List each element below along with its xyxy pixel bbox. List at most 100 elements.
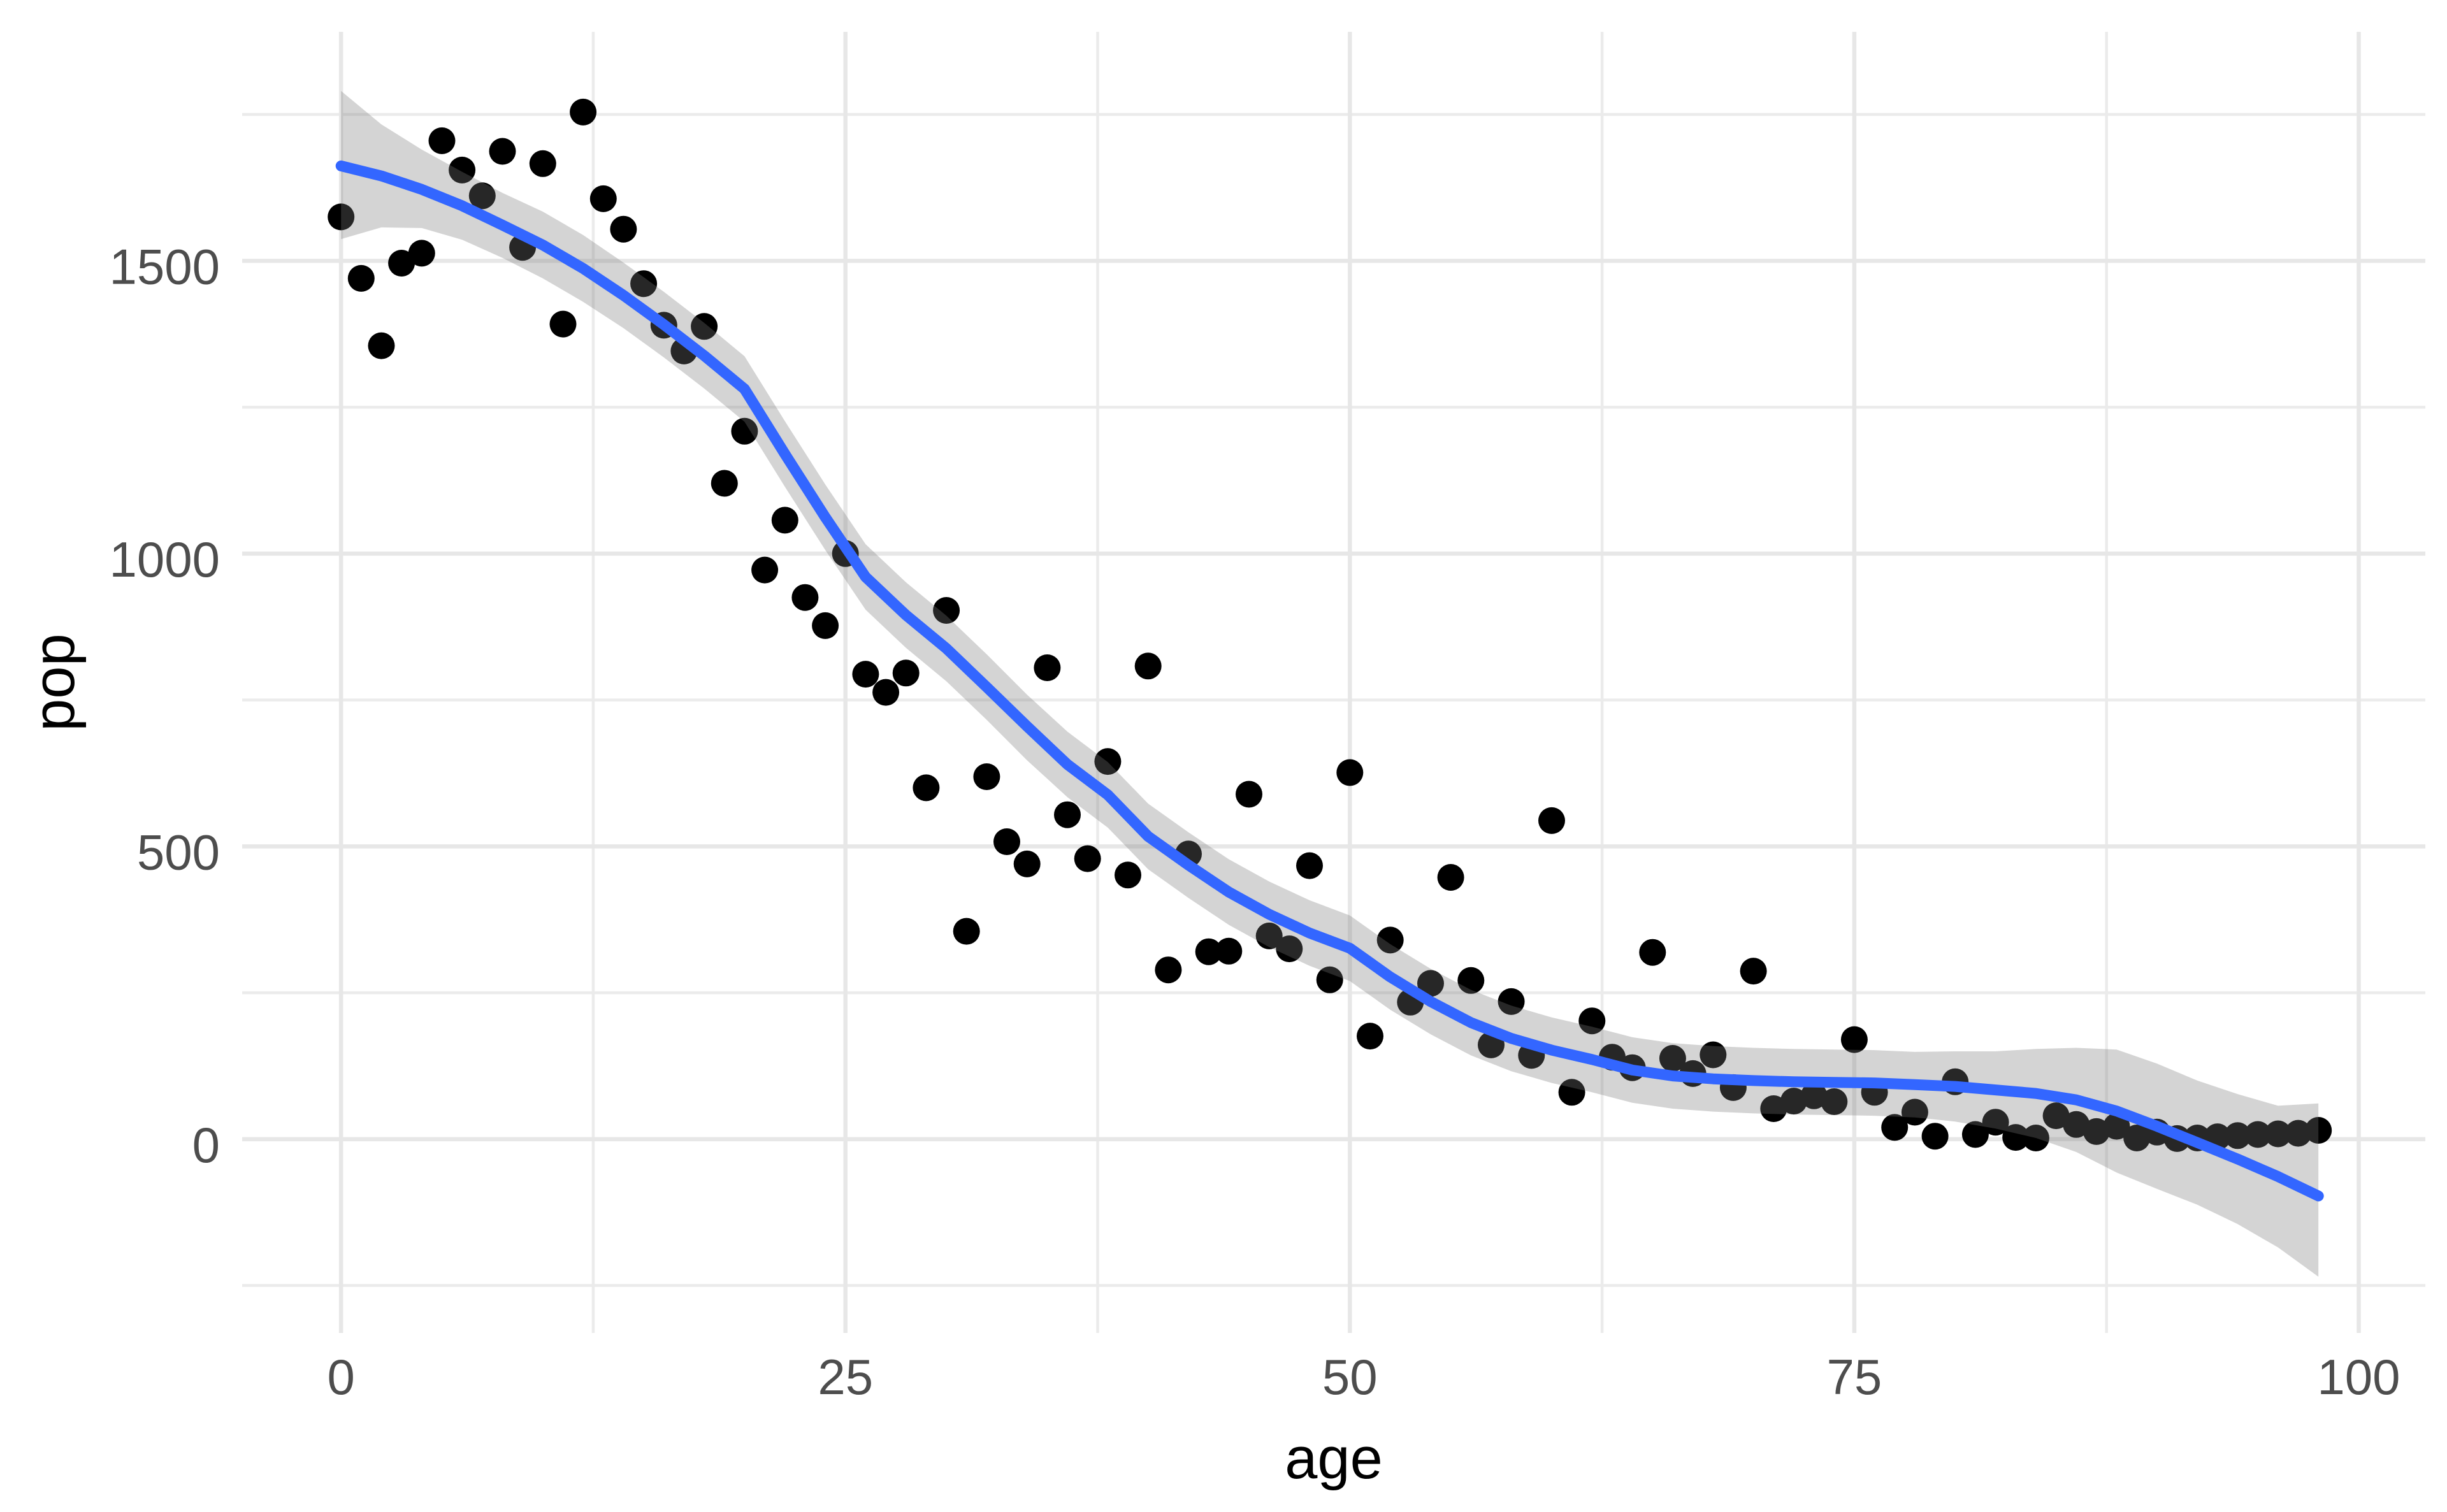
data-point: [933, 597, 960, 624]
data-point: [1236, 781, 1262, 808]
data-point: [2285, 1120, 2312, 1147]
confidence-ribbon-area: [341, 90, 2319, 1277]
x-axis-title: age: [1285, 1426, 1383, 1491]
data-point: [1316, 966, 1343, 993]
data-point: [1558, 1079, 1585, 1106]
data-point: [610, 215, 637, 243]
x-tick-label: 50: [1322, 1349, 1378, 1405]
data-point: [1538, 807, 1565, 834]
confidence-ribbon: [341, 90, 2319, 1277]
data-point: [1982, 1109, 2009, 1136]
data-point: [1921, 1123, 1949, 1150]
data-point: [630, 270, 658, 298]
data-point: [1094, 748, 1122, 775]
data-point: [1357, 1023, 1383, 1050]
data-point: [549, 310, 577, 338]
data-point: [1215, 937, 1243, 965]
data-point: [1639, 939, 1666, 966]
data-point: [872, 679, 900, 706]
data-point: [711, 470, 738, 497]
data-point: [892, 659, 920, 687]
data-point: [953, 918, 980, 945]
data-point: [1054, 801, 1081, 828]
data-point: [1336, 759, 1364, 786]
data-point: [2042, 1102, 2070, 1130]
x-tick-label: 0: [328, 1349, 355, 1405]
y-tick-label: 0: [192, 1117, 220, 1173]
data-point: [1780, 1088, 1807, 1115]
data-point: [812, 612, 839, 639]
data-point: [570, 98, 597, 126]
data-point: [1013, 850, 1041, 877]
data-point: [449, 156, 476, 184]
x-tick-label: 25: [818, 1349, 873, 1405]
data-point: [1134, 652, 1162, 680]
data-point: [1034, 654, 1061, 681]
data-point: [771, 507, 798, 534]
data-point: [973, 763, 1000, 790]
data-point: [2063, 1111, 2090, 1138]
data-point: [1800, 1082, 1828, 1109]
x-tick-label: 100: [2317, 1349, 2400, 1405]
data-point: [751, 556, 779, 584]
data-point: [731, 417, 758, 445]
data-point: [1074, 845, 1101, 872]
y-axis-tick-labels: 0 500 1000 1500: [109, 238, 220, 1173]
y-tick-label: 1000: [109, 531, 220, 587]
data-point: [1296, 852, 1323, 879]
data-point: [2123, 1125, 2151, 1151]
data-point: [2103, 1112, 2130, 1140]
data-point: [1578, 1007, 1606, 1035]
data-point: [1115, 861, 1141, 889]
data-point: [1457, 967, 1485, 994]
data-point: [1700, 1041, 1727, 1069]
data-point: [1255, 922, 1283, 949]
gridlines-minor: [242, 32, 2425, 1333]
data-point: [1760, 1095, 1787, 1122]
y-axis-title: pop: [22, 633, 87, 731]
data-point: [1437, 864, 1464, 891]
data-point: [2002, 1124, 2030, 1151]
data-point: [589, 185, 617, 212]
data-point: [2022, 1125, 2049, 1151]
smooth-line: [335, 160, 2324, 1202]
data-point: [1659, 1045, 1686, 1072]
data-point: [1155, 956, 1182, 984]
data-point: [1961, 1121, 1989, 1148]
loess-smooth-line: [335, 160, 2324, 1202]
x-tick-label: 75: [1827, 1349, 1882, 1405]
data-point: [529, 150, 556, 177]
data-point: [791, 584, 819, 611]
data-point: [428, 127, 456, 154]
data-point: [913, 774, 940, 802]
data-point: [1376, 926, 1404, 954]
data-point: [1901, 1098, 1928, 1126]
data-point: [691, 313, 718, 340]
data-point: [489, 138, 516, 165]
data-point: [1417, 970, 1444, 997]
data-point: [347, 264, 375, 292]
data-point: [1498, 988, 1525, 1015]
data-point: [468, 182, 496, 210]
data-point: [2082, 1118, 2110, 1145]
data-point: [1821, 1088, 1848, 1115]
data-point: [2305, 1117, 2332, 1144]
data-point: [408, 240, 435, 267]
data-point: [993, 828, 1020, 855]
data-point: [1881, 1114, 1909, 1141]
data-point: [1276, 935, 1303, 963]
y-tick-label: 1500: [109, 238, 220, 294]
data-point: [2224, 1122, 2251, 1149]
data-point: [1740, 958, 1767, 985]
data-point: [1195, 938, 1222, 965]
data-point: [388, 250, 415, 277]
y-tick-label: 500: [137, 824, 220, 880]
data-point: [328, 203, 355, 231]
data-point: [2244, 1121, 2272, 1148]
data-point: [852, 661, 879, 688]
gridlines-major: [242, 32, 2425, 1333]
data-point: [368, 332, 395, 359]
data-point: [1840, 1026, 1868, 1053]
